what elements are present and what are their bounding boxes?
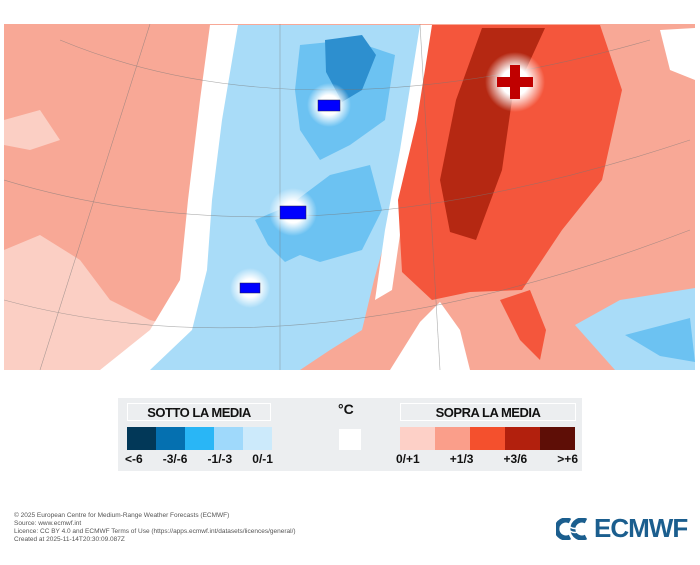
swatch [185,427,214,450]
minus-icon [279,205,307,220]
swatch [435,427,470,450]
neutral-area [390,302,470,370]
above-labels: 0/+1 +1/3 +3/6 >+6 [396,452,578,466]
swatch [470,427,505,450]
below-average-title: SOTTO LA MEDIA [127,403,271,421]
cold-area [625,318,695,362]
legend-label: 0/-1 [252,452,273,466]
swatch [505,427,540,450]
swatch [540,427,575,450]
neutral-area [660,28,695,80]
legend-label: -1/-3 [207,452,233,466]
swatch [156,427,185,450]
temperature-anomaly-map [4,24,695,370]
unit-label: °C [338,401,354,417]
minus-icon [239,282,261,294]
legend-label: <-6 [125,452,143,466]
created: Created at 2025-11-14T20:30:09.087Z [14,536,125,543]
legend-label: >+6 [557,452,578,466]
neutral-swatch [339,429,361,450]
legend: SOTTO LA MEDIA <-6 -3/-6 -1/-3 0/-1 °C S… [118,398,582,471]
below-labels: <-6 -3/-6 -1/-3 0/-1 [125,452,273,466]
minus-icon [317,99,341,112]
above-average-title: SOPRA LA MEDIA [400,403,576,421]
copyright: © 2025 European Centre for Medium-Range … [14,512,230,519]
above-swatches [400,427,575,450]
swatch [243,427,272,450]
slightly-above-area [4,110,60,150]
central-europe-cold-area [255,165,382,262]
swatch [127,427,156,450]
ecmwf-logo-icon [556,517,591,540]
logo-text: ECMWF [594,513,688,543]
footer: © 2025 European Centre for Medium-Range … [14,512,296,544]
warm-area [500,290,546,360]
swatch [214,427,243,450]
legend-label: -3/-6 [162,452,188,466]
plus-icon [497,65,533,99]
swatch [400,427,435,450]
licence: Licence: CC BY 4.0 and ECMWF Terms of Us… [14,528,296,535]
legend-label: +1/3 [449,452,474,466]
ecmwf-logo: ECMWF [556,513,688,544]
legend-label: +3/6 [503,452,528,466]
source: Source: www.ecmwf.int [14,520,82,527]
legend-label: 0/+1 [396,452,420,466]
below-swatches [127,427,272,450]
